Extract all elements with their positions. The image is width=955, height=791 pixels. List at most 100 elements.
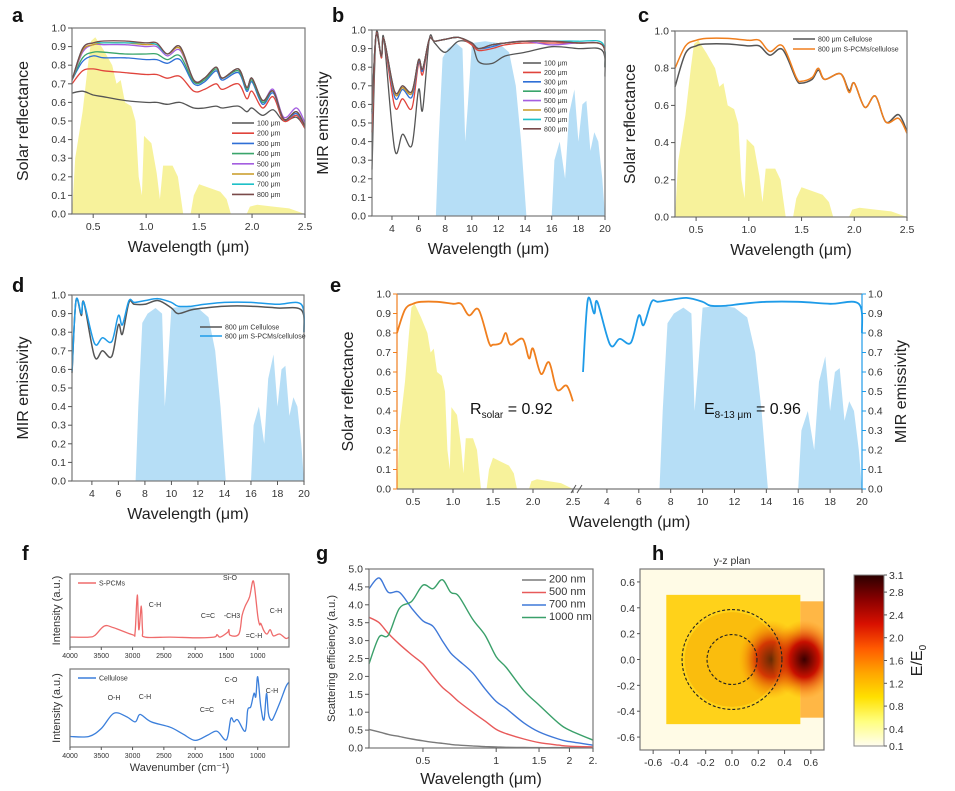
panel-label-a: a: [12, 5, 24, 27]
panel-h-y-axis: 0.6 0.4 0.2 0.0 -0.2 -0.4 -0.6: [617, 577, 640, 744]
panel-e-atm-window: [659, 305, 862, 489]
panel-c-solar-spectrum: [675, 40, 907, 217]
y-tick-label: 1.0: [351, 25, 366, 37]
y-tick-label: 0.2: [654, 174, 669, 186]
legend-label: S-PCMs: [99, 581, 126, 588]
y-tick-label: 1.5: [348, 689, 363, 701]
y-tick-label: 0.8: [51, 327, 66, 339]
y-tick-label: 0.5: [348, 725, 363, 737]
panel-label-d: d: [12, 275, 24, 297]
panel-g-series-line: [368, 616, 594, 748]
y-tick-label: 0.4: [868, 406, 883, 418]
panel-f-x-axis-1: 4000 3500 3000 2500 2000 1500 1000: [62, 647, 266, 660]
x-tick-label: 2500: [156, 653, 172, 660]
legend-label: 300 μm: [257, 141, 281, 148]
panel-e-y-title-right: MIR emissivity: [893, 340, 910, 443]
x-tick-label: 2.0: [847, 224, 862, 236]
x-tick-label: 0.5: [416, 755, 431, 767]
panel-e-y-title-left: Solar reflectance: [340, 331, 357, 451]
x-tick-label: 20: [298, 488, 310, 500]
annotation-subscript: 8-13 μm: [715, 410, 752, 421]
x-tick-label: 18: [272, 488, 284, 500]
legend-label: 700 nm: [549, 599, 586, 611]
y-tick-label: 0.1: [51, 457, 66, 469]
y-tick-label: 0.1: [351, 192, 366, 204]
y-tick-label: 0.3: [351, 155, 366, 167]
x-tick-label: 12: [729, 496, 741, 508]
panel-d-legend: 800 μm Cellulose 800 μm S-PCMs/cellulose: [200, 325, 306, 341]
y-tick-label: 0.3: [51, 420, 66, 432]
panel-d-atm-window: [135, 306, 304, 481]
panel-c-y-title: Solar reflectance: [622, 64, 639, 184]
panel-a-solar-spectrum: [72, 37, 305, 214]
x-tick-label: 1500: [219, 653, 235, 660]
panel-c-series-line: [674, 37, 908, 134]
panel-e-annotation: E8-13 μm = 0.96: [704, 401, 801, 421]
x-tick-label: 1000: [250, 753, 266, 760]
legend-label: 600 μm: [544, 108, 568, 115]
annotation-main: R: [470, 401, 482, 418]
panel-g-x-axis: 0.5 1 1.5 2 2.: [416, 748, 598, 767]
panel-label-b: b: [332, 5, 344, 27]
colorbar-tick-label: 3.1: [889, 570, 904, 582]
x-tick-label: 2: [567, 755, 573, 767]
panel-h-colorbar-label: E/E0: [909, 644, 929, 676]
x-tick-label: 0.6: [804, 757, 819, 769]
panel-b-x-axis: 4 6 8 10 12 14 16 18 20: [389, 216, 611, 235]
panel-f-peak-label: =C-H: [246, 633, 263, 640]
y-tick-label: 0.9: [351, 43, 366, 55]
atmospheric-window-fill: [135, 306, 304, 481]
y-tick-label: 0.4: [51, 401, 66, 413]
y-tick-label: 0.8: [654, 63, 669, 75]
panel-e-y-axis-right: 0.0 0.1 0.2 0.3 0.4 0.5 0.6 0.7 0.8 0.9 1.0: [862, 289, 883, 496]
colorbar-tick-label: 0.4: [889, 724, 904, 736]
x-tick-label: 4000: [62, 753, 78, 760]
x-tick-label: 14: [219, 488, 231, 500]
solar-spectrum-fill: [675, 40, 907, 217]
x-tick-label: 2.5: [566, 496, 581, 508]
y-tick-label: 0.4: [620, 603, 635, 615]
solar-spectrum-fill: [72, 37, 305, 214]
x-tick-label: 1000: [250, 653, 266, 660]
y-tick-label: 0.0: [868, 484, 883, 496]
y-tick-label: 0.2: [351, 173, 366, 185]
y-tick-label: 0.7: [376, 347, 391, 359]
y-tick-label: 0.1: [51, 190, 66, 202]
y-tick-label: 0.7: [51, 345, 66, 357]
x-tick-label: 3000: [125, 653, 141, 660]
y-tick-label: 0.8: [376, 328, 391, 340]
panel-e-reflectance-line: [396, 300, 574, 402]
panel-e-y-axis-left: 0.0 0.1 0.2 0.3 0.4 0.5 0.6 0.7 0.8 0.9 1.0: [376, 289, 397, 496]
legend-label: 200 μm: [544, 70, 568, 77]
x-tick-label: 2.: [589, 755, 598, 767]
field-hotspot: [771, 620, 824, 699]
x-tick-label: 8: [668, 496, 674, 508]
panel-f-peak-label: O-H: [108, 695, 121, 702]
y-tick-label: 1.0: [51, 290, 66, 302]
y-tick-label: 1.0: [654, 26, 669, 38]
panel-d-y-axis: 0.0 0.1 0.2 0.3 0.4 0.5 0.6 0.7 0.8 0.9 1.0: [51, 290, 72, 488]
x-tick-label: 20: [856, 496, 868, 508]
panel-a-x-axis: 0.5 1.0 1.5 2.0 2.5: [86, 214, 312, 233]
y-tick-label: 0.2: [868, 445, 883, 457]
y-tick-label: 0.6: [51, 364, 66, 376]
panel-g-y-axis: 0.0 0.5 1.0 1.5 2.0 2.5 3.0 3.5 4.0 4.5 5.0: [348, 564, 369, 755]
panel-h-field: [640, 569, 824, 750]
panel-d-y-title: MIR emissivity: [15, 336, 32, 439]
y-tick-label: 0.0: [51, 476, 66, 488]
panel-f-peak-label: C-H: [149, 602, 161, 609]
panel-f-frame-1: [69, 573, 290, 648]
y-tick-label: 0.4: [376, 406, 391, 418]
panel-d-series-line: [71, 297, 305, 372]
x-tick-label: 4000: [62, 653, 78, 660]
x-tick-label: 10: [697, 496, 709, 508]
y-tick-label: 0.8: [51, 60, 66, 72]
y-tick-label: 2.0: [348, 671, 363, 683]
x-tick-label: 3000: [125, 753, 141, 760]
x-tick-label: 1.0: [446, 496, 461, 508]
x-tick-label: -0.6: [644, 757, 662, 769]
legend-label: 800 μm S-PCMs/cellulose: [225, 334, 306, 341]
y-tick-label: 0.4: [654, 137, 669, 149]
